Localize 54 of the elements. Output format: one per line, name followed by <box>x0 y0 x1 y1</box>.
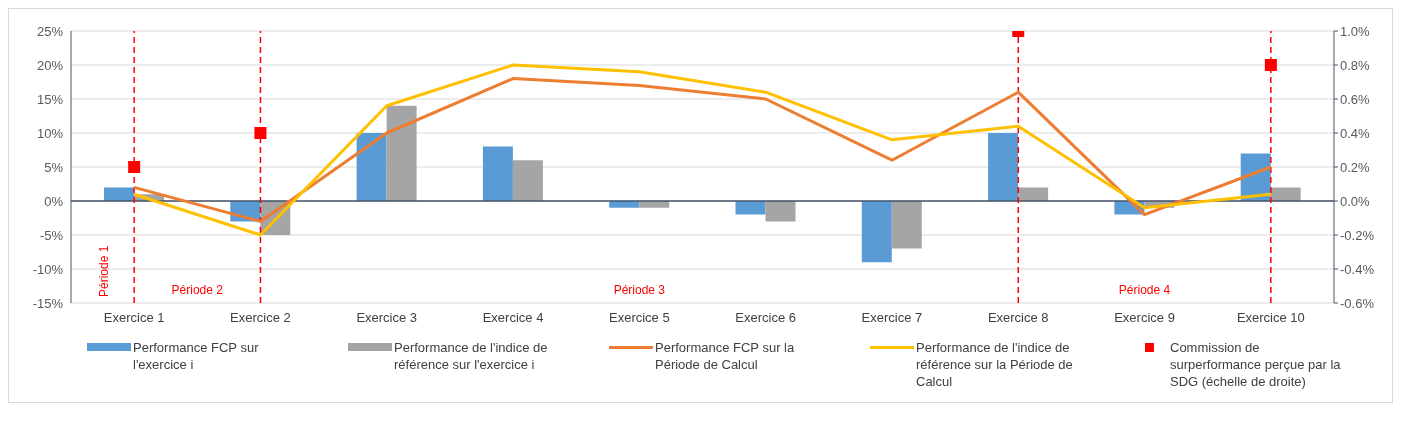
legend-label: Performance de l'indice de référence sur l'exercice i <box>394 339 549 373</box>
bar <box>988 133 1019 201</box>
x-tick-label: Exercice 3 <box>356 310 418 326</box>
point <box>128 161 141 173</box>
y-tick-label: -10% <box>32 261 64 277</box>
bar <box>482 146 513 201</box>
y-tick-label: 5% <box>44 159 64 175</box>
bar <box>735 201 766 215</box>
y2-tick-label: 0.4% <box>1340 125 1371 141</box>
line-series <box>132 77 1273 223</box>
y2-tick-label: 0.6% <box>1340 91 1371 107</box>
y2-tick-label: 0.0% <box>1340 193 1371 209</box>
y2-tick-label: 0.2% <box>1340 159 1371 175</box>
annotation: Période 1 <box>96 245 111 297</box>
y-tick-label: 15% <box>36 91 64 107</box>
y-tick-label: 20% <box>36 57 64 73</box>
bar <box>765 201 796 222</box>
bar <box>891 201 922 249</box>
y-tick-label: -15% <box>32 295 64 311</box>
x-tick-label: Exercice 5 <box>609 310 670 326</box>
point <box>1264 59 1277 71</box>
y-tick-label: 25% <box>36 23 64 39</box>
y-tick-label: 0% <box>44 193 64 209</box>
legend-label: Performance de l'indice de référence sur la Période de Calcul <box>916 339 1074 390</box>
legend-label: Performance FCP sur la Période de Calcul <box>655 339 796 373</box>
x-tick-label: Exercice 7 <box>861 310 923 326</box>
bar <box>1270 187 1301 201</box>
x-tick-label: Exercice 2 <box>230 310 291 326</box>
legend-label: Commission de surperformance perçue par la SDG (échelle de droite) <box>1170 339 1342 390</box>
bar <box>512 160 543 201</box>
y2-tick-label: 1.0% <box>1340 23 1371 39</box>
y2-tick-label: -0.4% <box>1340 261 1375 277</box>
y-tick-label: 10% <box>36 125 64 141</box>
x-tick-label: Exercice 10 <box>1236 310 1305 326</box>
x-tick-label: Exercice 6 <box>735 310 796 326</box>
y2-tick-label: -0.2% <box>1340 227 1375 243</box>
annotation: Période 4 <box>1117 283 1172 297</box>
legend-label: Performance FCP sur l'exercice i <box>133 339 260 373</box>
point <box>254 127 267 139</box>
y2-tick-label: -0.6% <box>1340 295 1375 311</box>
bar <box>104 187 134 201</box>
annotation: Période 2 <box>170 283 224 297</box>
x-tick-label: Exercice 9 <box>1114 310 1175 326</box>
bar <box>1018 187 1049 201</box>
x-tick-label: Exercice 4 <box>482 310 544 326</box>
y-tick-label: -5% <box>39 227 64 243</box>
bar <box>861 201 892 263</box>
bar <box>356 133 387 201</box>
line-series <box>132 63 1273 237</box>
y2-tick-label: 0.8% <box>1340 57 1371 73</box>
annotation: Période 3 <box>612 283 667 297</box>
bar <box>386 105 417 201</box>
x-tick-label: Exercice 1 <box>103 310 165 326</box>
x-tick-label: Exercice 8 <box>987 310 1049 326</box>
